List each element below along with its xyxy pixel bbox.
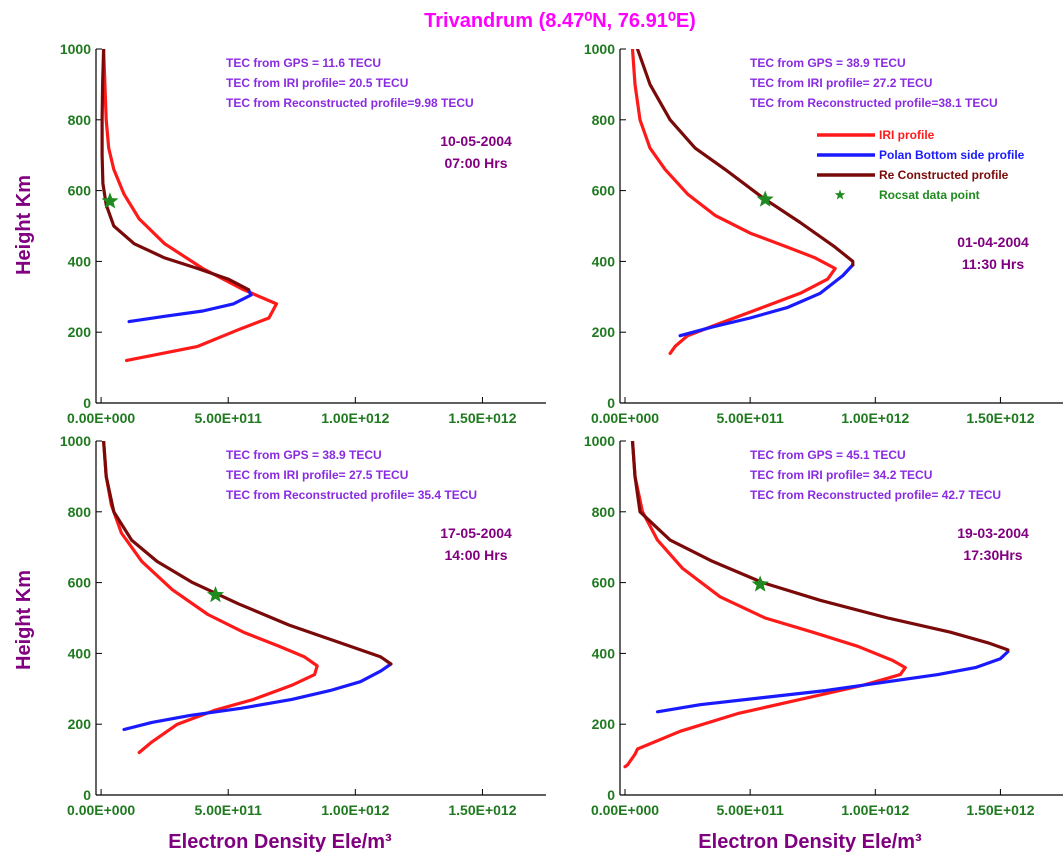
y-tick-label: 1000 bbox=[584, 433, 615, 449]
polan-profile-line bbox=[122, 662, 393, 732]
iri-profile-line bbox=[623, 441, 907, 769]
iri-profile-line bbox=[630, 49, 837, 355]
x-tick-label: 5.00E+011 bbox=[195, 802, 263, 818]
polan-profile-line bbox=[127, 288, 253, 324]
y-axis-label-top: Height Km bbox=[13, 175, 35, 275]
profile-date: 01-04-2004 bbox=[957, 234, 1029, 250]
y-tick-label: 800 bbox=[68, 112, 92, 128]
y-tick-label: 800 bbox=[592, 112, 616, 128]
polan-profile-line bbox=[655, 650, 1010, 714]
y-tick-label: 0 bbox=[83, 787, 91, 803]
x-tick-label: 5.00E+011 bbox=[195, 410, 263, 426]
y-tick-label: 400 bbox=[592, 645, 616, 661]
x-tick-label: 5.00E+011 bbox=[716, 802, 784, 818]
legend-star-marker bbox=[834, 189, 846, 200]
y-tick-label: 600 bbox=[68, 183, 92, 199]
chart-panel-top-right: 0 200 400 600 800 1000 0.00E+000 5.00E+011 1.00E… bbox=[584, 41, 1063, 426]
x-tick-label: 1.00E+012 bbox=[841, 802, 909, 818]
profile-time: 17:30Hrs bbox=[963, 547, 1022, 563]
polan-profile-line bbox=[678, 263, 855, 338]
legend-label: IRI profile bbox=[879, 128, 935, 142]
legend-label: Rocsat data point bbox=[879, 188, 980, 202]
x-tick-label: 1.50E+012 bbox=[966, 410, 1034, 426]
x-tick-label: 1.00E+012 bbox=[321, 802, 389, 818]
x-axis-label-right: Electron Density Ele/m³ bbox=[698, 831, 922, 853]
reconstructed-profile-line bbox=[635, 49, 855, 267]
y-tick-label: 1000 bbox=[584, 41, 615, 57]
tec-annotation: TEC from IRI profile= 27.5 TECU bbox=[226, 468, 408, 482]
x-axis-label-left: Electron Density Ele/m³ bbox=[168, 831, 392, 853]
tec-annotation: TEC from Reconstructed profile=9.98 TECU bbox=[226, 96, 474, 110]
x-tick-label: 0.00E+000 bbox=[67, 802, 135, 818]
y-tick-label: 1000 bbox=[60, 433, 91, 449]
y-tick-label: 200 bbox=[592, 324, 616, 340]
rocsat-data-point-star bbox=[751, 575, 769, 592]
chart-panels: 0 200 400 600 800 1000 0.00E+000 5.00E+011 1.00E… bbox=[60, 41, 1063, 818]
y-tick-label: 400 bbox=[592, 253, 616, 269]
tec-annotation: TEC from GPS = 11.6 TECU bbox=[226, 56, 381, 70]
tec-annotation: TEC from IRI profile= 34.2 TECU bbox=[750, 468, 932, 482]
legend: IRI profile Polan Bottom side profile Re C… bbox=[817, 128, 1025, 202]
y-tick-label: 0 bbox=[83, 395, 91, 411]
rocsat-data-point-star bbox=[101, 192, 119, 209]
rocsat-data-point-star bbox=[206, 585, 225, 603]
tec-annotation: TEC from GPS = 38.9 TECU bbox=[226, 448, 382, 462]
y-tick-label: 800 bbox=[592, 504, 616, 520]
tec-annotation: TEC from IRI profile= 20.5 TECU bbox=[226, 76, 408, 90]
chart-panel-top-left: 0 200 400 600 800 1000 0.00E+000 5.00E+011 1.00E… bbox=[60, 41, 546, 426]
profile-date: 17-05-2004 bbox=[440, 525, 512, 541]
y-tick-label: 200 bbox=[68, 716, 92, 732]
profile-time: 07:00 Hrs bbox=[444, 155, 507, 171]
x-tick-label: 1.00E+012 bbox=[841, 410, 909, 426]
profile-date: 10-05-2004 bbox=[440, 133, 512, 149]
y-tick-label: 600 bbox=[592, 183, 616, 199]
tec-annotation: TEC from Reconstructed profile=38.1 TECU bbox=[750, 96, 998, 110]
tec-annotation: TEC from Reconstructed profile= 42.7 TEC… bbox=[750, 488, 1001, 502]
reconstructed-profile-line bbox=[100, 49, 251, 292]
y-tick-label: 200 bbox=[592, 716, 616, 732]
tec-annotation: TEC from IRI profile= 27.2 TECU bbox=[750, 76, 932, 90]
x-tick-label: 1.50E+012 bbox=[448, 410, 516, 426]
x-tick-label: 1.50E+012 bbox=[966, 802, 1034, 818]
x-tick-label: 0.00E+000 bbox=[591, 802, 659, 818]
profile-time: 14:00 Hrs bbox=[444, 547, 507, 563]
chart-panel-bottom-right: 0 200 400 600 800 1000 0.00E+000 5.00E+011 1.00E… bbox=[584, 433, 1063, 818]
y-tick-label: 400 bbox=[68, 253, 92, 269]
y-tick-label: 400 bbox=[68, 645, 92, 661]
tec-annotation: TEC from Reconstructed profile= 35.4 TEC… bbox=[226, 488, 477, 502]
rocsat-data-point-star bbox=[756, 190, 774, 207]
legend-label: Re Constructed profile bbox=[879, 168, 1009, 182]
y-tick-label: 200 bbox=[68, 324, 92, 340]
profile-date: 19-03-2004 bbox=[957, 525, 1029, 541]
y-tick-label: 600 bbox=[592, 575, 616, 591]
iri-profile-line bbox=[102, 49, 279, 363]
x-tick-label: 1.50E+012 bbox=[448, 802, 516, 818]
chart-panel-bottom-left: 0 200 400 600 800 1000 0.00E+000 5.00E+011 1.00E… bbox=[60, 433, 546, 818]
x-tick-label: 0.00E+000 bbox=[591, 410, 659, 426]
legend-label: Polan Bottom side profile bbox=[879, 148, 1025, 162]
tec-annotation: TEC from GPS = 45.1 TECU bbox=[750, 448, 906, 462]
y-tick-label: 600 bbox=[68, 575, 92, 591]
y-tick-label: 1000 bbox=[60, 41, 91, 57]
reconstructed-profile-line bbox=[102, 441, 393, 666]
tec-annotation: TEC from GPS = 38.9 TECU bbox=[750, 56, 906, 70]
y-tick-label: 800 bbox=[68, 504, 92, 520]
x-tick-label: 1.00E+012 bbox=[321, 410, 389, 426]
figure-title: Trivandrum (8.47⁰N, 76.91⁰E) bbox=[424, 10, 696, 32]
x-tick-label: 0.00E+000 bbox=[67, 410, 135, 426]
y-tick-label: 0 bbox=[607, 787, 615, 803]
x-tick-label: 5.00E+011 bbox=[716, 410, 784, 426]
profile-time: 11:30 Hrs bbox=[962, 256, 1024, 272]
y-axis-label-bottom: Height Km bbox=[13, 570, 35, 670]
y-tick-label: 0 bbox=[607, 395, 615, 411]
